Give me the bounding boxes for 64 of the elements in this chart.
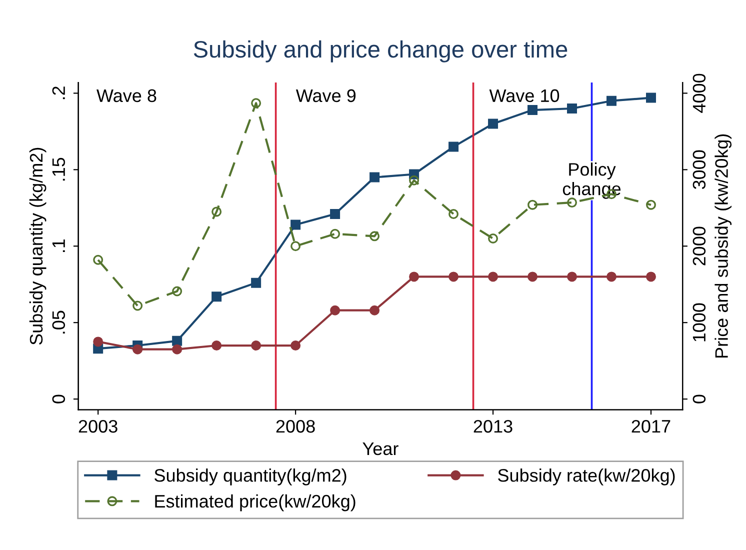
point <box>132 300 143 311</box>
point <box>646 92 656 103</box>
chart-title: Subsidy and price change over time <box>194 40 568 62</box>
y-tick-label: .15 <box>52 158 66 181</box>
x-tick-label: 2003 <box>78 420 118 433</box>
point <box>330 228 340 239</box>
annotation: Wave 9 <box>296 89 356 102</box>
point <box>448 142 459 152</box>
x-tick-label: 2017 <box>632 420 670 433</box>
x-tick-label: 2013 <box>474 420 512 433</box>
point <box>212 292 222 302</box>
point <box>290 220 301 230</box>
y-tick-label: 0 <box>52 394 66 404</box>
y-tick-label: .2 <box>52 86 65 100</box>
point <box>93 336 104 347</box>
y2-tick-label: 1000 <box>692 303 706 342</box>
point <box>330 209 340 220</box>
point <box>646 200 656 210</box>
point <box>409 272 420 282</box>
point <box>290 241 301 252</box>
point <box>290 340 301 351</box>
y-tick-label: .05 <box>52 310 66 334</box>
point <box>488 118 498 129</box>
legend-label: Subsidy quantity(kg/m2) <box>154 468 346 486</box>
point <box>606 96 616 106</box>
point <box>370 231 380 242</box>
point <box>567 272 578 282</box>
point <box>172 344 182 354</box>
point <box>172 286 182 296</box>
point <box>370 172 380 182</box>
annotation: Wave 8 <box>96 89 156 102</box>
x-tick-label: 2008 <box>276 420 315 433</box>
point <box>606 272 616 282</box>
point <box>528 272 538 282</box>
legend-label: Subsidy rate(kw/20kg) <box>498 468 675 486</box>
y2-tick-label: 3000 <box>692 150 706 190</box>
point <box>212 206 222 217</box>
y-axis-title: Subsidy quantity (kg/m2) <box>29 148 46 345</box>
y2-tick-label: 2000 <box>692 226 706 266</box>
point <box>172 336 182 346</box>
y2-tick-label: 4000 <box>692 74 706 113</box>
point <box>488 272 498 282</box>
y2-axis-title: Price and subsidy (kw/20kg) <box>714 134 732 358</box>
point <box>132 344 143 354</box>
point <box>212 340 222 351</box>
y2-tick-label: 0 <box>692 394 706 404</box>
point <box>567 103 578 114</box>
y-tick-label: .1 <box>52 239 65 252</box>
point <box>93 254 104 265</box>
annotation: Wave 10 <box>489 89 560 102</box>
point <box>251 278 262 288</box>
point <box>251 98 262 108</box>
point <box>409 175 420 186</box>
point <box>488 233 498 244</box>
point <box>330 305 340 316</box>
point <box>448 209 459 220</box>
point <box>370 305 380 316</box>
x-axis-title: Year <box>362 442 398 456</box>
point <box>528 200 538 210</box>
legend-label: Estimated price(kw/20kg) <box>155 494 356 512</box>
point <box>646 272 656 282</box>
point <box>528 105 538 116</box>
point <box>448 272 459 282</box>
point <box>251 340 262 351</box>
